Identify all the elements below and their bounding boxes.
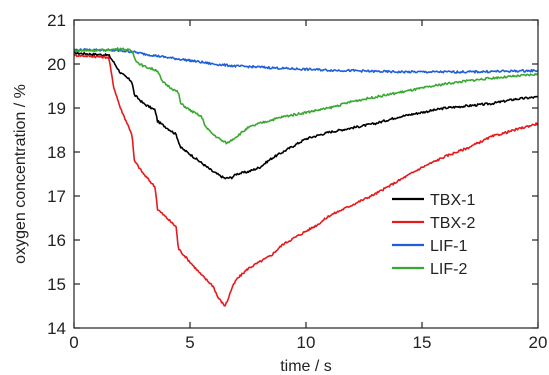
- y-tick-label: 16: [47, 231, 66, 250]
- x-tick-label: 20: [529, 333, 548, 352]
- legend-label-lif-1: LIF-1: [430, 238, 467, 255]
- y-tick-label: 20: [47, 55, 66, 74]
- y-tick-label: 17: [47, 187, 66, 206]
- x-tick-label: 15: [413, 333, 432, 352]
- legend-label-tbx-1: TBX-1: [430, 192, 475, 209]
- series-line-tbx-1: [74, 51, 538, 180]
- y-axis-label: oxygen concentration / %: [12, 84, 29, 264]
- series-line-tbx-2: [74, 53, 538, 307]
- series-line-lif-1: [74, 48, 538, 74]
- series-line-lif-2: [74, 47, 538, 145]
- y-tick-label: 14: [47, 319, 66, 338]
- series-layer: [74, 47, 538, 307]
- x-tick-label: 5: [185, 333, 194, 352]
- legend-label-tbx-2: TBX-2: [430, 215, 475, 232]
- y-tick-label: 21: [47, 11, 66, 30]
- ticks-layer: 0 5 10 15 20 14 15 16 17 18 19 20 21: [47, 11, 547, 352]
- y-tick-label: 15: [47, 275, 66, 294]
- x-tick-label: 0: [69, 333, 78, 352]
- legend-label-lif-2: LIF-2: [430, 261, 467, 278]
- y-tick-label: 18: [47, 143, 66, 162]
- x-axis-label: time / s: [280, 358, 332, 375]
- x-tick-label: 10: [297, 333, 316, 352]
- y-tick-label: 19: [47, 99, 66, 118]
- legend: TBX-1 TBX-2 LIF-1 LIF-2: [392, 192, 475, 278]
